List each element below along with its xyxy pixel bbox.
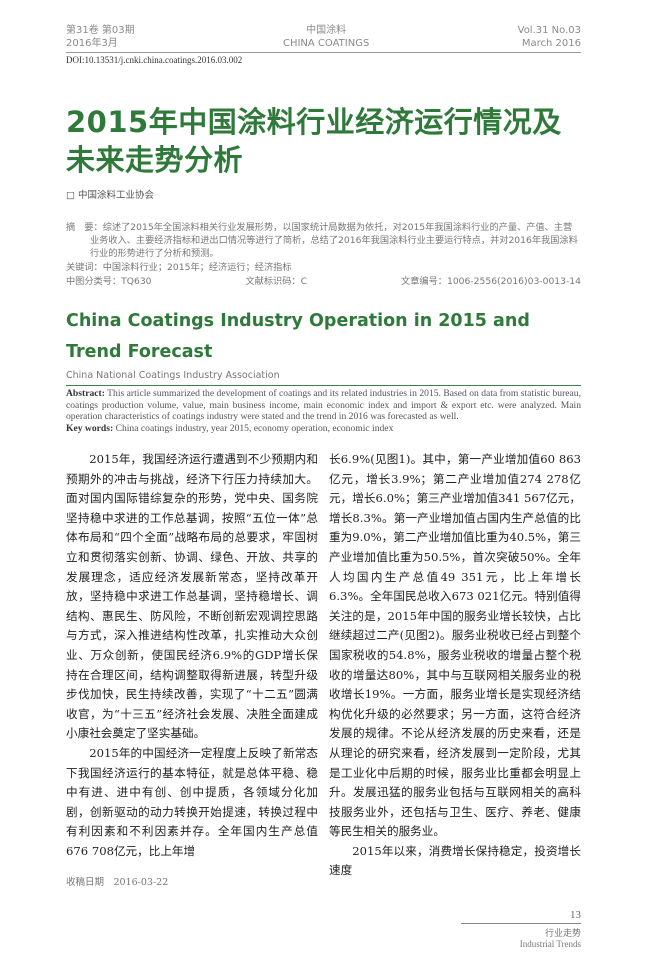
volume-cn: 第31卷 第03期 [66,25,135,36]
date-cn: 2016年3月 [66,38,118,49]
section-cn: 行业走势 [544,929,581,940]
article-no: 1006-2556(2016)03-0013-14 [446,275,581,287]
clc: TQ630 [121,275,152,287]
body-paragraph: 2015年以来，消费增长保持稳定，投资增长速度 [329,843,581,878]
running-header: 第31卷 第03期 2016年3月 中国涂料 CHINA COATINGS Vo… [66,24,581,53]
abstract-cn-label: 摘 要： [66,222,103,233]
page-title-en: China Coatings Industry Operation in 201… [66,311,530,363]
received-date: 收稿日期 2016-03-22 [66,877,169,889]
abstract-rule [66,385,581,387]
doc-code: C [300,275,308,287]
keywords-en-label: Key words: [66,422,114,434]
date-en: March 2016 [521,38,581,49]
journal-cn: 中国涂料 [306,25,347,36]
abstract-cn-text: 综述了2015年全国涂料相关行业发展形势，以国家统计局数据为依托，对2015年我… [90,222,578,260]
body-column-right: 长6.9%(见图1)。其中，第一产业增加值60 863亿元，增长3.9%；第二产… [329,450,581,893]
page-title-cn: 2015年中国涂料行业经济运行情况及未来走势分析 [66,105,562,177]
organization-en: China National Coatings Industry Associa… [66,370,280,382]
body-paragraph: 长6.9%(见图1)。其中，第一产业增加值60 863亿元，增长3.9%；第二产… [329,452,581,839]
keywords-cn-label: 关键词： [66,261,103,273]
page-number: 13 [570,909,581,922]
author: □ 中国涂料工业协会 [66,190,154,201]
doc-code-label: 文献标识码： [245,275,301,287]
abstract-en-text: This article summarized the development … [66,388,581,423]
keywords-en: China coatings industry, year 2015, econ… [113,422,394,434]
body-paragraph: 2015年，我国经济运行遭遇到不少预期内和预期外的冲击与挑战，经济下行压力持续加… [66,452,318,741]
page-footer: 13 行业走势 Industrial Trends [66,909,581,949]
issue-info-cn: 第31卷 第03期 2016年3月 [66,24,135,50]
journal-en: CHINA COATINGS [282,38,370,49]
journal-name: 中国涂料 CHINA COATINGS [283,24,369,50]
abstract-en-label: Abstract: [66,388,105,400]
issue-info-en: Vol.31 No.03 March 2016 [518,24,581,50]
body-paragraph: 2015年的中国经济一定程度上反映了新常态下我国经济运行的基本特征，就是总体平稳… [66,745,318,858]
footer-rule [461,923,581,925]
volume-en: Vol.31 No.03 [517,25,581,36]
keywords-cn: 中国涂料行业；2015年；经济运行；经济指标 [102,261,292,273]
body-columns: 2015年，我国经济运行遭遇到不少预期内和预期外的冲击与挑战，经济下行压力持续加… [66,450,581,893]
abstract-en: Abstract: This article summarized the de… [66,388,581,434]
clc-label: 中图分类号： [66,275,122,287]
abstract-cn: 摘 要：综述了2015年全国涂料相关行业发展形势，以国家统计局数据为依托，对20… [66,221,581,288]
article-no-label: 文章编号： [401,275,447,287]
body-column-left: 2015年，我国经济运行遭遇到不少预期内和预期外的冲击与挑战，经济下行压力持续加… [66,450,318,893]
section-en: Industrial Trends [519,939,581,950]
doi: DOI:10.13531/j.cnki.china.coatings.2016.… [66,55,243,65]
